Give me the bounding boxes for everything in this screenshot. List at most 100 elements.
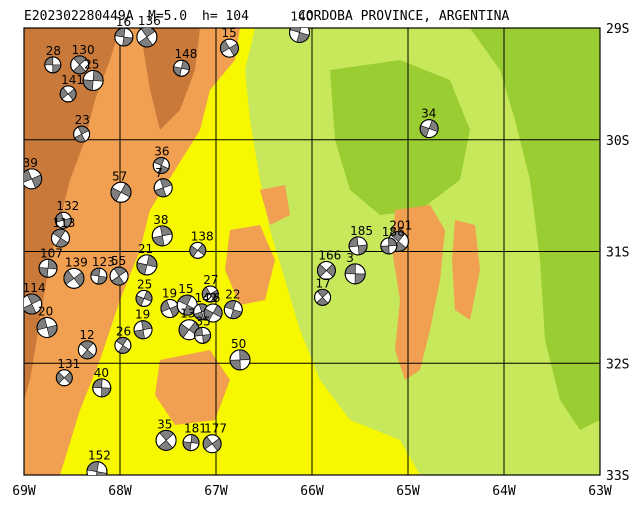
focal-mechanism-beachball xyxy=(136,254,158,276)
region-name: CORDOBA PROVINCE, ARGENTINA xyxy=(298,9,509,24)
focal-mechanism-beachball xyxy=(77,340,97,360)
event-depth-label: 181 xyxy=(184,422,207,436)
focal-mechanism-beachball xyxy=(44,56,62,74)
focal-mechanism-beachball xyxy=(63,267,85,289)
event-depth-label: 35 xyxy=(196,314,211,328)
focal-mechanism-beachball xyxy=(160,298,180,318)
magnitude-label: M=5.0 xyxy=(148,9,187,24)
event-depth-label: 26 xyxy=(205,291,220,305)
event-depth-label: 201 xyxy=(389,218,412,232)
event-depth-label: 17 xyxy=(316,276,331,290)
focal-mechanism-beachball xyxy=(114,336,132,354)
focal-mechanism-beachball xyxy=(136,28,158,48)
event-depth-label: 27 xyxy=(203,273,218,287)
event-depth-label: 25 xyxy=(84,58,99,72)
graticule xyxy=(24,28,600,475)
event-depth-label: 36 xyxy=(154,144,169,158)
event-depth-label: 142 xyxy=(195,291,218,305)
focal-mechanism-beachball xyxy=(50,228,70,248)
event-depth-label: 40 xyxy=(94,366,109,380)
longitude-tick-label: 64W xyxy=(492,484,516,499)
event-depth-label: 132 xyxy=(56,199,79,213)
focal-mechanism-beachball xyxy=(24,293,43,315)
focal-mechanism-beachball xyxy=(316,260,336,280)
event-depth-label: 139 xyxy=(65,255,88,269)
event-depth-label: 15 xyxy=(221,26,236,40)
focal-mechanism-beachball xyxy=(114,28,134,47)
focal-mechanism-beachball xyxy=(54,211,72,229)
focal-mechanism-beachball xyxy=(135,289,153,307)
event-depth-label: 148 xyxy=(174,47,197,61)
depth-label: h= 104 xyxy=(202,9,249,24)
event-depth-label: 55 xyxy=(111,254,126,268)
focal-mechanism-beachball xyxy=(229,349,251,371)
longitude-tick-label: 66W xyxy=(300,484,324,499)
event-depth-label: 113 xyxy=(52,216,75,230)
latitude-tick-labels: 29S 30S 31S 32S 33S xyxy=(606,22,629,484)
focal-mechanism-beachball xyxy=(194,326,212,344)
latitude-tick-label: 30S xyxy=(606,134,629,149)
focal-mechanism-beachball xyxy=(24,168,43,190)
event-depth-label: 22 xyxy=(225,288,240,302)
focal-mechanism-beachball xyxy=(86,461,108,475)
event-depth-label: 50 xyxy=(231,337,246,351)
focal-mechanism-beachball xyxy=(155,429,177,451)
focal-mechanism-beachball xyxy=(55,369,73,387)
longitude-tick-label: 65W xyxy=(396,484,420,499)
event-depth-label: 19 xyxy=(162,286,177,300)
event-depth-label: 166 xyxy=(318,248,341,262)
focal-mechanism-beachball xyxy=(153,178,173,198)
event-depth-label: 185 xyxy=(350,224,373,238)
event-depth-label: 39 xyxy=(23,156,38,170)
event-depth-label: 177 xyxy=(204,422,227,436)
longitude-tick-label: 69W xyxy=(12,484,36,499)
focal-mechanism-beachball xyxy=(344,263,366,285)
event-id: E202302280449A xyxy=(24,9,134,24)
longitude-tick-labels: 69W 68W 67W 66W 65W 64W 63W xyxy=(12,484,612,499)
event-depth-label: 12 xyxy=(79,328,94,342)
focal-mechanism-beachball xyxy=(219,38,239,58)
focal-mechanism-beachball xyxy=(38,258,58,278)
event-depth-label: 57 xyxy=(112,169,127,183)
event-depth-label: 13 xyxy=(180,307,195,321)
event-depth-label: 34 xyxy=(421,107,436,121)
longitude-tick-label: 67W xyxy=(204,484,228,499)
event-depth-label: 138 xyxy=(191,229,214,243)
focal-mechanism-beachball xyxy=(189,241,207,259)
latitude-tick-label: 33S xyxy=(606,469,629,484)
focal-mechanism-beachball xyxy=(380,237,398,255)
event-depth-label: 20 xyxy=(38,304,53,318)
focal-mechanism-beachball xyxy=(314,288,332,306)
longitude-tick-label: 63W xyxy=(588,484,612,499)
focal-mechanism-beachball xyxy=(172,59,190,77)
event-depth-label: 16 xyxy=(116,15,131,29)
event-depth-label: 19 xyxy=(135,308,150,322)
focal-mechanism-beachball xyxy=(70,55,90,75)
latitude-tick-label: 32S xyxy=(606,357,629,372)
event-depth-label: 25 xyxy=(137,277,152,291)
focal-mechanism-layer xyxy=(24,28,439,475)
focal-mechanism-beachball xyxy=(109,266,129,286)
focal-mechanism-beachball xyxy=(203,303,223,323)
focal-mechanism-beachball xyxy=(289,28,311,43)
focal-mechanism-beachball xyxy=(202,434,222,454)
focal-mechanism-beachball xyxy=(90,267,108,285)
focal-mechanism-beachball xyxy=(419,119,439,139)
event-depth-label: 38 xyxy=(153,213,168,227)
map-frame xyxy=(23,27,601,476)
event-depth-label: 15 xyxy=(178,282,193,296)
focal-mechanism-beachball xyxy=(92,378,112,398)
event-depth-label: 140 xyxy=(291,9,314,23)
focal-mechanism-beachball xyxy=(152,156,170,174)
event-depth-label: 7 xyxy=(155,166,163,180)
latitude-tick-label: 31S xyxy=(606,246,629,261)
event-depth-label: 152 xyxy=(88,449,111,463)
focal-mechanism-beachball xyxy=(36,316,58,338)
focal-mechanism-beachball xyxy=(110,181,132,203)
event-depth-label: 21 xyxy=(138,242,153,256)
event-depth-label: 186 xyxy=(382,225,405,239)
event-depth-label: 3 xyxy=(346,251,354,265)
event-depth-label: 35 xyxy=(157,417,172,431)
